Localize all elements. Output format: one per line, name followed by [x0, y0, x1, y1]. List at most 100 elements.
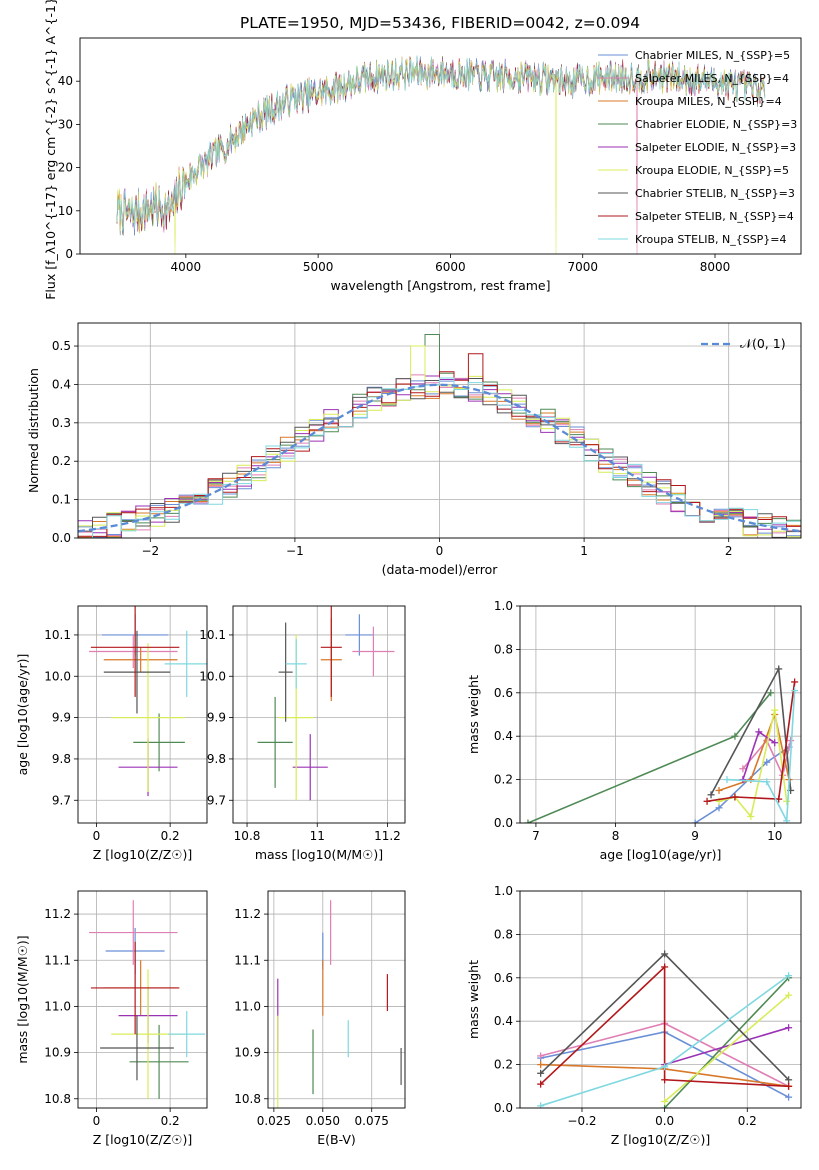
- residual-histogram-panel: −2 −1 0 1 2 0.0 0.1 0.2 0.3 0.4 0.5 (data-model)/er…: [26, 322, 802, 577]
- x-tick-label: 6000: [435, 260, 466, 274]
- mass-weight-line: [664, 1026, 789, 1066]
- y-tick-label: 0.8: [494, 927, 513, 941]
- legend-label: Chabrier STELIB, N_{SSP}=3: [635, 187, 795, 200]
- grid-lines: [268, 891, 405, 1108]
- y-tick-label: 0.2: [52, 454, 71, 468]
- x-tick-label: 10.8: [234, 829, 261, 843]
- y-tick-label: 9.8: [52, 752, 71, 766]
- x-tick-label: 0.2: [161, 1114, 180, 1128]
- x-axis-label: Z [log10(Z/Z☉)]: [93, 847, 193, 862]
- axes-frame: [79, 37, 802, 255]
- x-tick-label: 0.2: [738, 1114, 757, 1128]
- plot-area: [78, 334, 801, 538]
- y-tick-label: 0.0: [494, 1101, 513, 1115]
- x-tick-label: 0.2: [161, 829, 180, 843]
- y-tick-label: 10.9: [234, 1046, 261, 1060]
- spectrum-line: [116, 57, 766, 234]
- spectrum-line: [116, 55, 766, 231]
- x-tick-label: 11: [310, 829, 325, 843]
- mass-weight-line: [706, 681, 796, 803]
- y-tick-label: 9.9: [207, 711, 226, 725]
- x-tick-label: −0.2: [567, 1114, 596, 1128]
- histogram-legend: 𝒩(0, 1): [701, 336, 786, 351]
- axes-frame: [519, 890, 802, 1109]
- y-tick-label: 9.9: [52, 711, 71, 725]
- y-axis-label: mass weight: [466, 675, 481, 754]
- plot-area: [277, 900, 402, 1108]
- y-tick-label: 11.0: [44, 999, 71, 1013]
- y-tick-label: 0.6: [494, 686, 513, 700]
- age-vs-mass-panel: 10.8 11 11.2 9.7 9.8 9.9 10.0 10.1 mass [log10(M…: [199, 605, 406, 862]
- legend-label: Kroupa STELIB, N_{SSP}=4: [635, 233, 787, 246]
- legend-label: Salpeter ELODIE, N_{SSP}=3: [635, 141, 796, 154]
- legend-label: Chabrier ELODIE, N_{SSP}=3: [635, 118, 797, 131]
- mass-weight-vs-metallicity-panel: −0.2 0.0 0.2 0.0 0.2 0.4 0.6 0.8 1.0 Z [log10(Z/Z…: [466, 884, 802, 1147]
- y-tick-label: 1.0: [494, 599, 513, 613]
- y-tick-label: 0.4: [52, 377, 71, 391]
- legend-label: Kroupa MILES, N_{SSP}=4: [635, 95, 782, 108]
- grid-lines: [520, 890, 801, 1109]
- x-tick-label: 11.2: [374, 829, 401, 843]
- legend-label: Salpeter STELIB, N_{SSP}=4: [635, 210, 794, 223]
- axes-frame: [77, 322, 802, 539]
- x-tick-label: 8000: [700, 260, 731, 274]
- y-tick-label: 0.4: [494, 1014, 513, 1028]
- plot-area: [116, 55, 766, 254]
- spectrum-line: [116, 56, 766, 254]
- normal-reference-curve: [78, 383, 801, 533]
- plot-area: [257, 606, 395, 801]
- plot-area: [537, 950, 793, 1108]
- x-axis-label: age [log10(age/yr)]: [600, 847, 722, 862]
- x-tick-label: 0.050: [306, 1114, 340, 1128]
- x-tick-label: 1: [580, 544, 588, 558]
- y-tick-label: 0.1: [52, 493, 71, 507]
- y-tick-label: 30: [58, 117, 73, 131]
- y-tick-label: 10.8: [234, 1092, 261, 1106]
- y-tick-label: 10: [58, 204, 73, 218]
- x-axis-label: (data-model)/error: [382, 562, 499, 577]
- y-axis-label: Flux [f_λ10^{-17} erg cm^{-2} s^{-1} A^{…: [43, 0, 58, 300]
- grid-lines: [78, 606, 207, 823]
- legend-label: Kroupa ELODIE, N_{SSP}=5: [635, 164, 789, 177]
- mass-weight-line: [718, 711, 790, 792]
- mass-weight-line: [664, 994, 790, 1103]
- y-tick-label: 40: [58, 74, 73, 88]
- y-tick-label: 0.3: [52, 416, 71, 430]
- spectrum-panel: 4000 5000 6000 7000 8000 0 10 20 30 40 wavelength …: [43, 0, 802, 300]
- y-axis-label: mass weight: [466, 960, 481, 1039]
- plot-area: [89, 900, 206, 1099]
- x-axis-label: Z [log10(Z/Z☉)]: [93, 1132, 193, 1147]
- x-axis-label: mass [log10(M/M☉)]: [255, 847, 383, 862]
- axes-frame: [77, 890, 208, 1109]
- y-axis-label: age [log10(age/yr)]: [15, 654, 30, 776]
- histogram-series: [78, 377, 801, 538]
- y-tick-label: 9.8: [207, 752, 226, 766]
- x-axis-label: E(B-V): [317, 1132, 356, 1147]
- x-tick-label: 0: [436, 544, 444, 558]
- figure-title: PLATE=1950, MJD=53436, FIBERID=0042, z=0…: [240, 14, 640, 32]
- mass-weight-vs-age-panel: 7 8 9 10 0.0 0.2 0.4 0.6 0.8 1.0 age [log10(age/yr…: [466, 599, 802, 862]
- mass-weight-line: [664, 977, 790, 1108]
- x-tick-label: 5000: [303, 260, 334, 274]
- x-tick-label: −2: [141, 544, 159, 558]
- x-tick-label: 0: [93, 1114, 101, 1128]
- axes-frame: [77, 605, 208, 824]
- x-tick-label: 8: [612, 829, 620, 843]
- mass-weight-line: [527, 692, 772, 823]
- legend-label: 𝒩(0, 1): [740, 336, 786, 351]
- y-tick-label: 0.2: [494, 773, 513, 787]
- x-tick-label: 10: [767, 829, 782, 843]
- y-tick-label: 10.0: [44, 669, 71, 683]
- legend-label: Salpeter MILES, N_{SSP}=4: [635, 72, 789, 85]
- y-tick-label: 11.0: [234, 999, 261, 1013]
- mass-vs-metallicity-panel: 0 0.2 10.8 10.9 11.0 11.1 11.2 Z [log10(Z/Z☉)] m…: [15, 890, 208, 1147]
- plot-area: [524, 665, 799, 823]
- y-tick-label: 0.2: [494, 1058, 513, 1072]
- x-tick-label: 0.025: [257, 1114, 291, 1128]
- x-tick-label: 9: [691, 829, 699, 843]
- y-tick-label: 10.1: [44, 628, 71, 642]
- y-tick-label: 0.5: [52, 339, 71, 353]
- y-tick-label: 0.0: [52, 531, 71, 545]
- y-tick-label: 0: [65, 247, 73, 261]
